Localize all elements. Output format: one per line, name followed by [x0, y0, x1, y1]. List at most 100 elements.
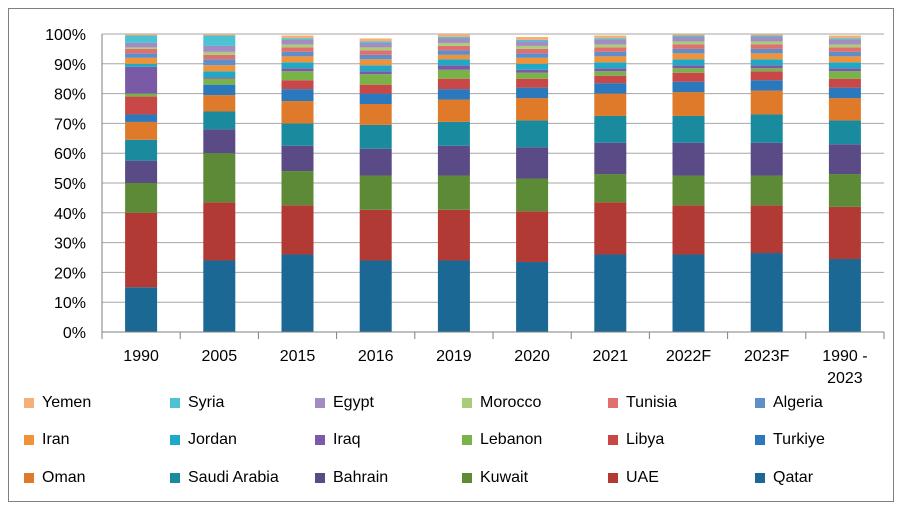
bar-segment-egypt — [750, 36, 783, 42]
bar-segment-lebanon — [281, 71, 314, 81]
bar-segment-turkiye — [125, 114, 158, 122]
bar-segment-egypt — [203, 45, 236, 52]
bar-segment-iraq — [516, 69, 549, 73]
bar-segment-morocco — [516, 45, 549, 49]
bar-segment-morocco — [828, 44, 861, 48]
bar-segment-uae — [281, 205, 314, 255]
bar-segment-yemen — [828, 35, 861, 39]
bar-segment-libya — [672, 72, 705, 82]
bar-segment-iraq — [125, 66, 158, 94]
bar-segment-syria — [828, 38, 861, 40]
bar-segment-tunisia — [594, 47, 627, 52]
bar-segment-jordan — [672, 59, 705, 66]
bar-segment-kuwait — [594, 174, 627, 203]
bar-segment-uae — [516, 211, 549, 262]
bar-segment-tunisia — [672, 44, 705, 49]
bar-segment-qatar — [359, 260, 392, 332]
bar-segment-syria — [594, 38, 627, 40]
bar-segment-algeria — [750, 48, 783, 54]
bar-segment-yemen — [203, 34, 236, 36]
bar-segment-yemen — [125, 34, 158, 36]
y-tick-label: 100% — [45, 27, 86, 44]
bar-segment-qatar — [203, 260, 236, 332]
bar-segment-syria — [203, 35, 236, 46]
y-tick-label: 80% — [54, 87, 86, 104]
bar-segment-lebanon — [828, 71, 861, 79]
bar-segment-jordan — [203, 71, 236, 78]
bar-segment-bahrain — [594, 142, 627, 175]
bar-segment-jordan — [828, 62, 861, 69]
bar-segment-yemen — [359, 38, 392, 42]
bar-segment-morocco — [594, 44, 627, 48]
bar-segment-libya — [125, 96, 158, 115]
y-tick-label: 0% — [63, 325, 86, 342]
bar-segment-iraq — [750, 65, 783, 69]
bar-segment-libya — [281, 80, 314, 90]
bar-segment-saudi-arabia — [359, 124, 392, 149]
y-tick-label: 70% — [54, 116, 86, 133]
bar-segment-oman — [437, 99, 470, 122]
x-tick-label: 2022F — [666, 348, 712, 365]
bar-segment-morocco — [281, 44, 314, 48]
bar-segment-lebanon — [594, 71, 627, 76]
bar-segment-yemen — [516, 36, 549, 40]
bar-segment-kuwait — [281, 171, 314, 206]
bar-segment-saudi-arabia — [672, 115, 705, 143]
bar-segment-iran — [594, 56, 627, 63]
bar-segment-jordan — [281, 62, 314, 69]
bar-segment-kuwait — [516, 178, 549, 212]
bar-segment-turkiye — [437, 89, 470, 100]
bar-segment-iraq — [672, 65, 705, 69]
bar-segment-qatar — [281, 254, 314, 332]
bar-segment-bahrain — [828, 144, 861, 175]
bar-segment-kuwait — [359, 175, 392, 210]
x-tick-label: 2021 — [593, 348, 629, 365]
x-tick-label: 1990 -2023 — [822, 348, 867, 387]
bar-segment-algeria — [828, 51, 861, 57]
bar-segment-algeria — [437, 50, 470, 55]
bar-segment-saudi-arabia — [516, 120, 549, 148]
bar-segment-morocco — [672, 41, 705, 45]
bar-segment-syria — [437, 36, 470, 39]
bar-segment-oman — [359, 104, 392, 125]
bar-segment-kuwait — [203, 153, 236, 203]
bar-segment-egypt — [125, 42, 158, 48]
bar-segment-turkiye — [203, 84, 236, 96]
y-tick-label: 10% — [54, 295, 86, 312]
bar-segment-lebanon — [359, 74, 392, 85]
x-tick-label: 2015 — [280, 348, 316, 365]
y-tick-label: 50% — [54, 176, 86, 193]
bar-segment-algeria — [594, 51, 627, 57]
bar-segment-yemen — [750, 34, 783, 36]
bar-segment-syria — [672, 35, 705, 37]
bar-segment-kuwait — [750, 175, 783, 206]
bar-segment-oman — [828, 98, 861, 121]
bar-segment-iran — [281, 56, 314, 63]
bar-segment-tunisia — [203, 54, 236, 60]
bar-segment-saudi-arabia — [125, 139, 158, 161]
bar-segment-algeria — [672, 48, 705, 54]
bar-segment-tunisia — [125, 48, 158, 54]
bar-segment-syria — [125, 35, 158, 43]
bar-segment-egypt — [828, 39, 861, 45]
bar-segment-saudi-arabia — [594, 115, 627, 143]
bar-segment-bahrain — [672, 142, 705, 176]
bar-segment-turkiye — [516, 87, 549, 99]
bar-segment-jordan — [125, 63, 158, 67]
bar-segment-morocco — [750, 41, 783, 45]
bar-segment-iraq — [828, 68, 861, 72]
bar-segment-kuwait — [437, 175, 470, 210]
bar-segment-oman — [516, 98, 549, 121]
bar-segment-oman — [672, 92, 705, 116]
bar-segment-egypt — [672, 36, 705, 42]
bar-segment-turkiye — [672, 81, 705, 93]
bar-segment-iran — [750, 53, 783, 60]
bar-segment-tunisia — [281, 47, 314, 52]
bar-segment-morocco — [125, 47, 158, 49]
bar-segment-iraq — [594, 68, 627, 72]
bar-segment-qatar — [594, 254, 627, 332]
bar-segment-jordan — [359, 65, 392, 72]
bar-segment-iraq — [437, 65, 470, 70]
x-tick-label: 2005 — [202, 348, 238, 365]
